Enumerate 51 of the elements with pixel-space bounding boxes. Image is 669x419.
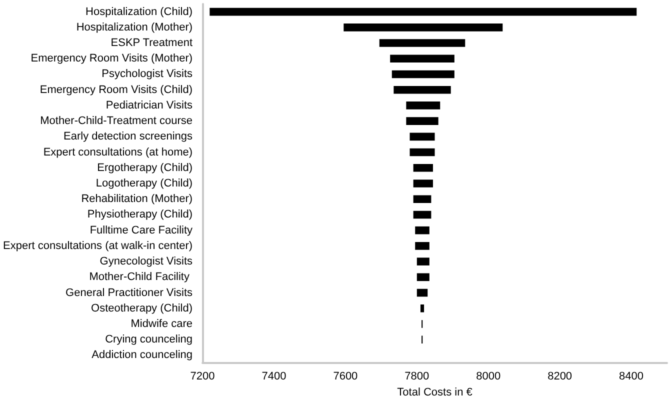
x-tick-label: 7200 bbox=[190, 370, 215, 382]
y-tick-label: Midwife care bbox=[130, 318, 193, 330]
x-tick-label: 7600 bbox=[333, 370, 358, 382]
y-tick-label: Crying counceling bbox=[105, 334, 193, 346]
y-tick-label: Fulltime Care Facility bbox=[90, 224, 194, 236]
bar bbox=[379, 39, 466, 47]
y-tick-label: Physiotherapy (Child) bbox=[87, 208, 193, 221]
y-tick-label: Early detection screenings bbox=[64, 130, 194, 143]
bar bbox=[416, 288, 428, 297]
bar bbox=[410, 148, 435, 156]
bar bbox=[392, 70, 454, 78]
bar bbox=[416, 273, 430, 282]
bar bbox=[413, 180, 433, 188]
y-tick-label: Emergency Room Visits (Child) bbox=[40, 84, 193, 96]
y-tick-label: Pediatrician Visits bbox=[106, 99, 194, 112]
x-tick-label: 7800 bbox=[404, 370, 430, 382]
y-tick-label: Expert consultations (at home) bbox=[43, 146, 193, 158]
bar bbox=[394, 86, 451, 94]
y-tick-label: Hospitalization (Child) bbox=[86, 6, 193, 18]
y-tick-label: Hospitalization (Mother) bbox=[76, 21, 193, 34]
y-tick-label: Expert consultations (at walk-in center) bbox=[2, 240, 193, 252]
bar bbox=[210, 8, 637, 16]
y-tick-label: Ergotherapy (Child) bbox=[97, 162, 193, 174]
bar bbox=[420, 304, 424, 312]
bar bbox=[406, 102, 440, 110]
y-tick-label: Rehabilitation (Mother) bbox=[81, 193, 193, 206]
bar bbox=[410, 132, 435, 141]
y-tick-label: Addiction counceling bbox=[92, 349, 193, 362]
y-tick-label: ESKP Treatment bbox=[110, 37, 193, 50]
x-tick-label: 7400 bbox=[262, 370, 286, 382]
bar bbox=[406, 117, 438, 125]
x-tick-label: 8200 bbox=[548, 370, 572, 382]
y-tick-label: General Practitioner Visits bbox=[66, 286, 194, 299]
y-tick-label: Osteotherapy (Child) bbox=[91, 302, 193, 314]
y-tick-label: Psychologist Visits bbox=[102, 68, 194, 80]
bar bbox=[415, 226, 430, 234]
y-tick-label: Logotherapy (Child) bbox=[96, 178, 193, 190]
y-tick-label: Gynecologist Visits bbox=[100, 256, 194, 268]
y-tick-label: Mother-Child-Treatment course bbox=[40, 115, 193, 128]
bar bbox=[413, 195, 432, 204]
x-tick-label: 8000 bbox=[476, 370, 501, 382]
bar bbox=[344, 24, 503, 32]
y-tick-label: Mother-Child Facility bbox=[89, 271, 193, 284]
bar bbox=[413, 164, 433, 172]
bar bbox=[416, 258, 430, 266]
y-tick-label: Emergency Room Visits (Mother) bbox=[30, 52, 193, 65]
bar bbox=[415, 242, 430, 250]
x-axis-title: Total Costs in € bbox=[397, 386, 472, 398]
bar bbox=[413, 210, 432, 219]
x-tick-label: 8400 bbox=[619, 370, 644, 382]
bar bbox=[390, 54, 454, 63]
